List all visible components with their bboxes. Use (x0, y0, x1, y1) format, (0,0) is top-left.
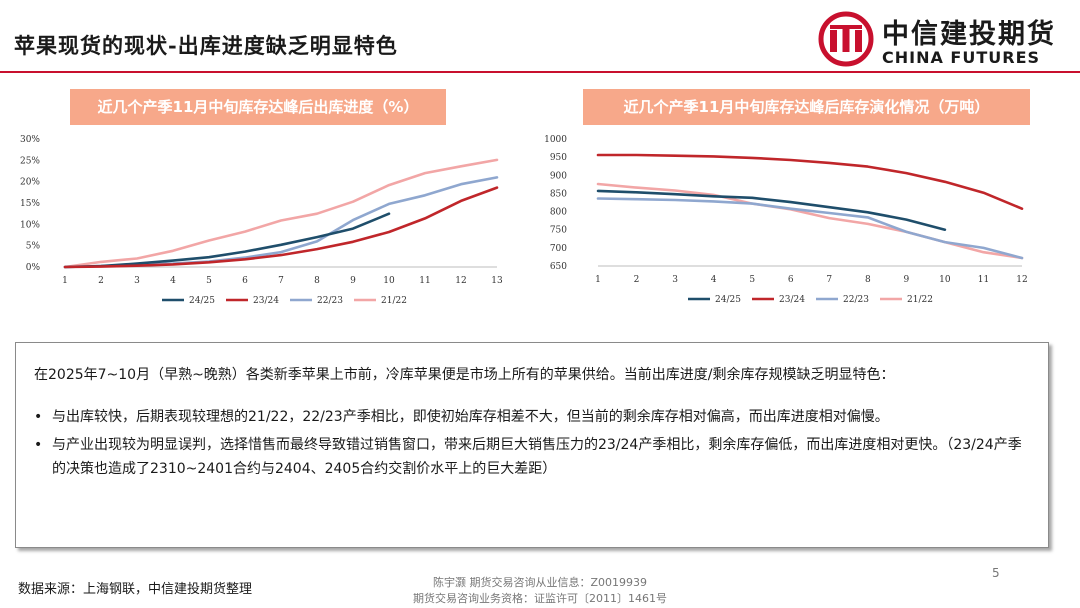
legend-label: 23/24 (253, 296, 279, 306)
analyst-info: 陈宇灏 期货交易咨询从业信息：Z0019939 (432, 576, 648, 589)
bullet-text: 与产业出现较为明显误判，选择惜售而最终导致错过销售窗口，带来后期巨大销售压力的2… (52, 437, 1022, 477)
x-tick-label: 8 (314, 276, 320, 286)
x-tick-label: 6 (788, 275, 794, 285)
y-tick-label: 750 (550, 226, 567, 236)
chart-title-left: 近几个产季11月中旬库存达峰后出库进度（%） (70, 89, 446, 125)
x-tick-label: 10 (939, 275, 951, 285)
x-tick-label: 5 (206, 276, 212, 286)
chart-title-right: 近几个产季11月中旬库存达峰后库存演化情况（万吨） (583, 89, 1030, 125)
x-tick-label: 7 (278, 276, 284, 286)
page-number: 5 (992, 566, 1000, 580)
commentary-bullet: • 与产业出现较为明显误判，选择惜售而最终导致错过销售窗口，带来后期巨大销售压力… (34, 433, 1030, 481)
title-divider (0, 71, 1080, 73)
x-tick-label: 9 (350, 276, 356, 286)
bullet-text: 与出库较快，后期表现较理想的21/22，22/23产季相比，即使初始库存相差不大… (52, 409, 889, 425)
y-tick-label: 30% (20, 135, 40, 145)
legend-label: 24/25 (189, 296, 215, 306)
y-tick-label: 0% (26, 263, 41, 273)
y-tick-label: 800 (550, 208, 567, 218)
series-line-21-22 (596, 182, 1024, 260)
commentary-bullet: • 与出库较快，后期表现较理想的21/22，22/23产季相比，即使初始库存相差… (34, 405, 1030, 429)
commentary-intro: 在2025年7~10月（早熟~晚熟）各类新季苹果上市前，冷库苹果便是市场上所有的… (34, 367, 895, 383)
y-tick-label: 850 (550, 189, 567, 199)
x-tick-label: 3 (134, 276, 140, 286)
y-tick-label: 950 (550, 153, 567, 163)
legend-label: 22/23 (317, 296, 343, 306)
citic-logo-icon (818, 11, 874, 67)
x-tick-label: 9 (903, 275, 909, 285)
y-tick-label: 5% (26, 242, 41, 252)
y-tick-label: 900 (550, 171, 567, 181)
x-tick-label: 12 (1016, 275, 1027, 285)
legend-label: 24/25 (715, 295, 741, 305)
x-tick-label: 1 (62, 276, 68, 286)
legend-label: 22/23 (843, 295, 869, 305)
x-tick-label: 8 (865, 275, 871, 285)
page-title: 苹果现货的现状-出库进度缺乏明显特色 (14, 33, 398, 58)
y-tick-label: 700 (550, 244, 567, 254)
y-tick-label: 1000 (544, 135, 567, 145)
x-tick-label: 3 (672, 275, 678, 285)
x-tick-label: 12 (455, 276, 466, 286)
brand-logo: 中信建投期货 CHINA FUTURES (818, 8, 1068, 72)
series-line-22-23 (596, 197, 1024, 260)
bullet-marker: • (34, 437, 43, 453)
legend-label: 21/22 (381, 296, 407, 306)
legend-label: 21/22 (907, 295, 933, 305)
x-tick-label: 11 (978, 275, 989, 285)
x-tick-label: 13 (491, 276, 503, 286)
x-tick-label: 1 (595, 275, 601, 285)
license-info: 期货交易咨询业务资格：证监许可〔2011〕1461号 (413, 592, 667, 605)
series-line-23-24 (596, 153, 1024, 210)
outbound-progress-chart: 0%5%10%15%20%25%30%1 2 3 4 5 6 7 8 9 10 11 12 1324/2… (20, 135, 503, 306)
x-tick-label: 5 (749, 275, 755, 285)
x-tick-label: 4 (170, 276, 176, 286)
x-tick-label: 2 (98, 276, 104, 286)
brand-name-cn: 中信建投期货 (882, 19, 1056, 50)
y-tick-label: 10% (20, 220, 40, 230)
y-tick-label: 20% (20, 178, 40, 188)
x-tick-label: 6 (242, 276, 248, 286)
y-tick-label: 15% (20, 199, 40, 209)
bullet-marker: • (34, 409, 43, 425)
x-tick-label: 11 (419, 276, 430, 286)
x-tick-label: 7 (826, 275, 832, 285)
x-tick-label: 4 (711, 275, 717, 285)
legend-label: 23/24 (779, 295, 805, 305)
x-tick-label: 2 (634, 275, 640, 285)
y-tick-label: 650 (550, 262, 567, 272)
series-line-22-23 (63, 176, 499, 269)
commentary-box: 在2025年7~10月（早熟~晚熟）各类新季苹果上市前，冷库苹果便是市场上所有的… (15, 342, 1049, 548)
series-line-23-24 (63, 186, 499, 269)
x-tick-label: 10 (383, 276, 395, 286)
data-source: 数据来源：上海钢联，中信建投期货整理 (18, 582, 253, 597)
y-tick-label: 25% (20, 156, 40, 166)
series-line-21-22 (63, 158, 499, 269)
series-line-24-25 (596, 189, 947, 231)
brand-name-en: CHINA FUTURES (882, 48, 1041, 67)
